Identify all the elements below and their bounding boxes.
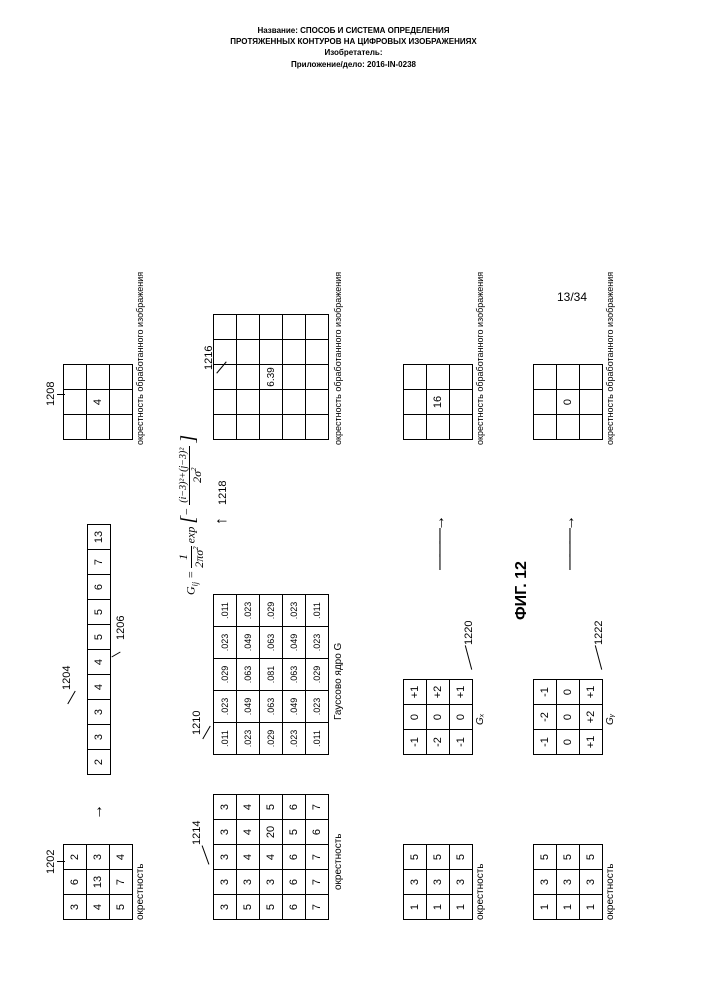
lbl-okr-proc-1216: окрестность обработанного изображения [333, 272, 343, 445]
lbl-okr-proc-gy: окрестность обработанного изображения [605, 272, 615, 445]
grid-gx: -10+1 -20+2 -10+1 [403, 679, 473, 755]
leader-1202 [57, 861, 65, 862]
lbl-gauss: Гауссово ядро G [333, 643, 344, 720]
grid-1204: 233 445 567 13 [87, 524, 111, 775]
leader-1208 [57, 394, 65, 395]
grid-okr-gx: 135 135 135 [403, 844, 473, 920]
leader-1204 [67, 691, 75, 704]
arrow-1218: ↑ [213, 517, 231, 525]
grid-out-gy: 0 [533, 364, 603, 440]
leader-1206 [111, 652, 120, 658]
leader-1222 [595, 645, 602, 669]
ref-1220: 1220 [463, 621, 475, 645]
lbl-okr-1202: окрестность [135, 863, 146, 920]
hdr-l2: ПРОТЯЖЕННЫХ КОНТУРОВ НА ЦИФРОВЫХ ИЗОБРАЖ… [10, 36, 697, 47]
ref-1222: 1222 [593, 621, 605, 645]
lbl-gy: Gᵧ [605, 714, 616, 725]
ref-1210: 1210 [191, 711, 203, 735]
grid-1208: 4 [63, 364, 133, 440]
lbl-okr-gx: окрестность [475, 863, 486, 920]
gauss-formula: Gij = 1 2πσ2 exp [− (i−3)²+(j−3)² 2σ2 ] [176, 375, 207, 595]
ref-1202: 1202 [45, 850, 57, 874]
lbl-okr-proc-gx: окрестность обработанного изображения [475, 272, 485, 445]
grid-1216: 6.39 [213, 314, 329, 440]
grid-gauss: .011.023.029.023.011 .023.049.063.049.02… [213, 594, 329, 755]
hdr-l1: Название: СПОСОБ И СИСТЕМА ОПРЕДЕЛЕНИЯ [10, 25, 697, 36]
ref-1204: 1204 [61, 666, 73, 690]
grid-okr-gy: 135 135 135 [533, 844, 603, 920]
arrow-gx: ———→ [431, 518, 449, 570]
figure-content: 362 4133 574 окрестность 1202 → 233 445 … [43, 50, 663, 950]
lbl-okr-1214: окрестность [333, 833, 344, 890]
ref-1208: 1208 [45, 382, 57, 406]
grid-1214: 33333 53444 534205 66656 77767 [213, 794, 329, 920]
lbl-gx: Gₓ [475, 713, 486, 725]
grid-out-gx: 16 [403, 364, 473, 440]
arrow-gy: ———→ [561, 518, 579, 570]
ref-1218: 1218 [217, 481, 229, 505]
ref-1216: 1216 [203, 346, 215, 370]
leader-1210 [202, 726, 210, 739]
figure-label: ФИГ. 12 [513, 561, 531, 620]
arrow-1: → [89, 804, 107, 820]
ref-1206: 1206 [115, 616, 127, 640]
grid-1202: 362 4133 574 [63, 844, 133, 920]
ref-1214: 1214 [191, 821, 203, 845]
leader-1214 [202, 845, 210, 864]
grid-gy: -1-2-1 000 +1+2+1 [533, 679, 603, 755]
lbl-okr-proc-1208: окрестность обработанного изображения [135, 272, 145, 445]
leader-1220 [465, 645, 472, 669]
lbl-okr-gy: окрестность [605, 863, 616, 920]
